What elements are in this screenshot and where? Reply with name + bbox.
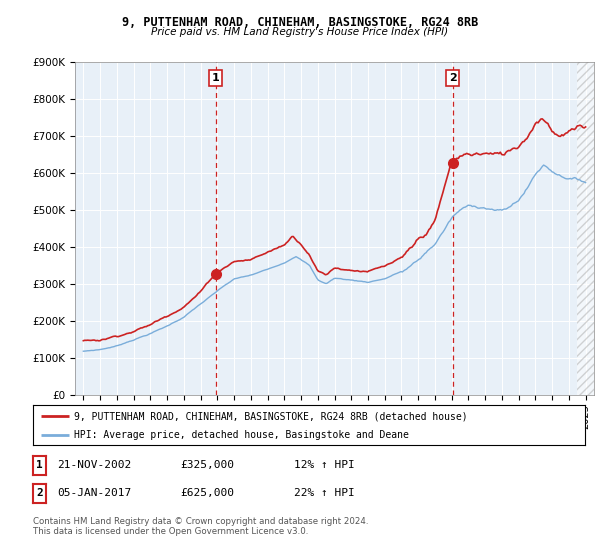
Bar bbox=[577, 62, 594, 395]
Text: 1: 1 bbox=[36, 460, 43, 470]
Text: Price paid vs. HM Land Registry's House Price Index (HPI): Price paid vs. HM Land Registry's House … bbox=[151, 27, 449, 37]
Text: 2: 2 bbox=[36, 488, 43, 498]
Text: 21-NOV-2002: 21-NOV-2002 bbox=[57, 460, 131, 470]
Text: 2: 2 bbox=[449, 73, 457, 83]
Text: 1: 1 bbox=[212, 73, 220, 83]
Text: £625,000: £625,000 bbox=[180, 488, 234, 498]
Text: Contains HM Land Registry data © Crown copyright and database right 2024.: Contains HM Land Registry data © Crown c… bbox=[33, 517, 368, 526]
Text: 22% ↑ HPI: 22% ↑ HPI bbox=[294, 488, 355, 498]
Text: 9, PUTTENHAM ROAD, CHINEHAM, BASINGSTOKE, RG24 8RB (detached house): 9, PUTTENHAM ROAD, CHINEHAM, BASINGSTOKE… bbox=[74, 411, 468, 421]
Text: £325,000: £325,000 bbox=[180, 460, 234, 470]
Text: HPI: Average price, detached house, Basingstoke and Deane: HPI: Average price, detached house, Basi… bbox=[74, 430, 409, 440]
Text: 05-JAN-2017: 05-JAN-2017 bbox=[57, 488, 131, 498]
Text: 12% ↑ HPI: 12% ↑ HPI bbox=[294, 460, 355, 470]
Text: This data is licensed under the Open Government Licence v3.0.: This data is licensed under the Open Gov… bbox=[33, 528, 308, 536]
Text: 9, PUTTENHAM ROAD, CHINEHAM, BASINGSTOKE, RG24 8RB: 9, PUTTENHAM ROAD, CHINEHAM, BASINGSTOKE… bbox=[122, 16, 478, 29]
